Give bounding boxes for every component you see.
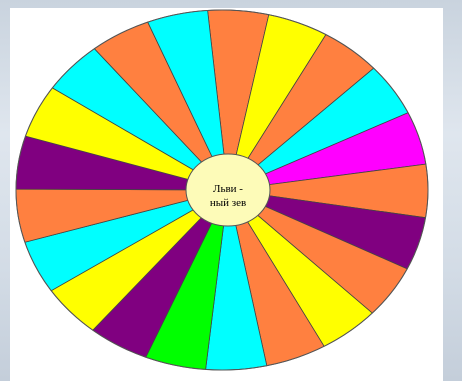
center-disc bbox=[185, 153, 271, 227]
diagram-panel: Льви - ный зев bbox=[10, 8, 443, 381]
petals-group bbox=[15, 9, 429, 371]
wheel-outline bbox=[15, 9, 429, 371]
center-label-line1: Льви - bbox=[213, 183, 243, 195]
center-label: Льви - ный зев bbox=[186, 161, 270, 231]
center-label-line2: ный зев bbox=[209, 197, 247, 209]
flower-wheel bbox=[15, 9, 429, 371]
